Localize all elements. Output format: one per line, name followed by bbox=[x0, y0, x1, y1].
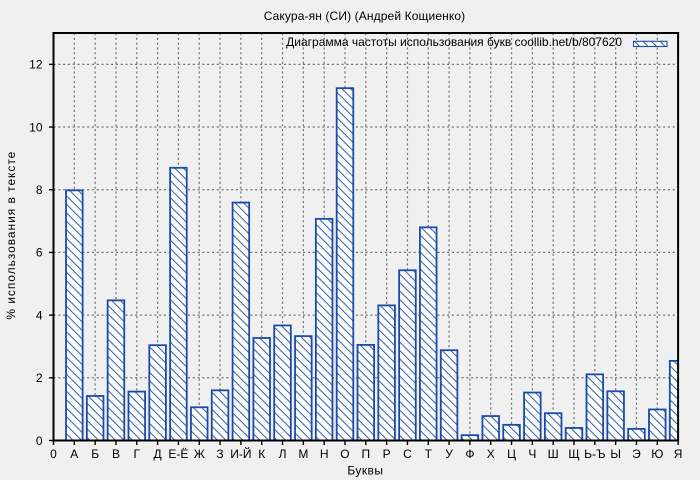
svg-text:6: 6 bbox=[36, 246, 43, 260]
svg-text:Б: Б bbox=[91, 447, 99, 461]
svg-text:Э: Э bbox=[632, 447, 641, 461]
svg-text:К: К bbox=[258, 447, 265, 461]
svg-text:Ф: Ф bbox=[465, 447, 474, 461]
svg-text:Ы: Ы bbox=[610, 447, 621, 461]
svg-text:12: 12 bbox=[29, 58, 43, 72]
svg-text:З: З bbox=[216, 447, 223, 461]
svg-text:Л: Л bbox=[279, 447, 287, 461]
svg-text:4: 4 bbox=[36, 308, 43, 322]
svg-text:Ь-Ъ: Ь-Ъ bbox=[584, 447, 605, 461]
svg-text:И-Й: И-Й bbox=[230, 446, 251, 461]
svg-text:А: А bbox=[70, 447, 78, 461]
svg-text:0: 0 bbox=[50, 447, 57, 461]
svg-text:Р: Р bbox=[383, 447, 391, 461]
svg-text:У: У bbox=[445, 447, 453, 461]
svg-text:0: 0 bbox=[36, 434, 43, 448]
svg-text:Диаграмма частоты использовани: Диаграмма частоты использования букв coo… bbox=[286, 35, 622, 49]
svg-text:Сакура-ян (СИ) (Андрей Кощиенк: Сакура-ян (СИ) (Андрей Кощиенко) bbox=[264, 9, 466, 23]
svg-text:В: В bbox=[112, 447, 120, 461]
svg-text:Г: Г bbox=[134, 447, 141, 461]
svg-text:Д: Д bbox=[154, 447, 162, 461]
svg-text:Ц: Ц bbox=[507, 447, 516, 461]
svg-text:Т: Т bbox=[425, 447, 433, 461]
svg-text:Я: Я bbox=[674, 447, 683, 461]
svg-text:М: М bbox=[298, 447, 308, 461]
svg-text:С: С bbox=[403, 447, 412, 461]
svg-text:2: 2 bbox=[36, 371, 43, 385]
svg-text:Ж: Ж bbox=[194, 447, 205, 461]
svg-text:Е-Ё: Е-Ё bbox=[168, 447, 188, 461]
svg-text:Щ: Щ bbox=[568, 447, 579, 461]
svg-text:П: П bbox=[361, 447, 370, 461]
svg-text:Х: Х bbox=[487, 447, 495, 461]
svg-text:Ч: Ч bbox=[528, 447, 536, 461]
svg-text:8: 8 bbox=[36, 183, 43, 197]
svg-text:% использования в тексте: % использования в тексте bbox=[4, 151, 18, 320]
svg-text:Ш: Ш bbox=[548, 447, 559, 461]
svg-text:10: 10 bbox=[29, 120, 43, 134]
svg-text:Буквы: Буквы bbox=[347, 463, 383, 477]
svg-text:Н: Н bbox=[320, 447, 329, 461]
svg-text:О: О bbox=[340, 447, 349, 461]
svg-text:Ю: Ю bbox=[651, 447, 663, 461]
